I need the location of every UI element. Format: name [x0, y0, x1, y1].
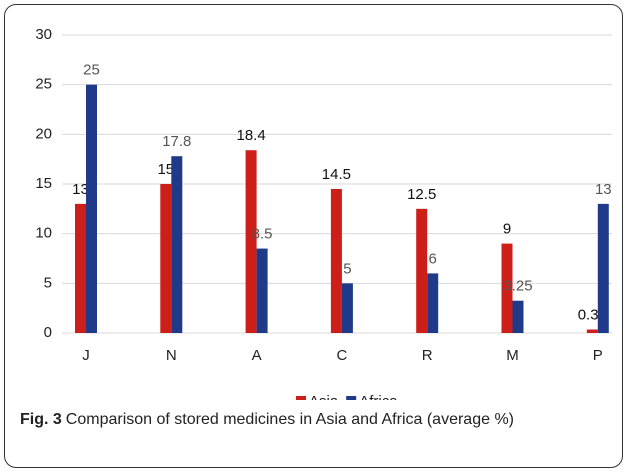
bar	[160, 184, 172, 333]
bar	[245, 150, 257, 333]
x-tick-label: N	[166, 347, 177, 364]
x-tick-label: P	[593, 347, 603, 364]
legend-swatch	[296, 396, 306, 400]
data-label: 13	[595, 181, 612, 198]
caption-text: Comparison of stored medicines in Asia a…	[65, 411, 514, 428]
data-label: 8.5	[252, 226, 273, 243]
figure-frame	[4, 4, 623, 468]
data-label: 9	[503, 221, 511, 238]
chart: 0 5 10 15 20 25 30 J 13 25 N 15 17.8 A 18.4 8.5 C 14.5 5 R 1…	[35, 26, 612, 400]
caption-label: Fig. 3	[20, 411, 62, 428]
y-tick-label: 25	[35, 76, 52, 93]
x-tick-label: A	[252, 347, 262, 364]
legend-label: Africa	[359, 393, 398, 400]
data-label: 13	[72, 181, 89, 198]
bar	[586, 329, 598, 333]
data-label: 15	[157, 161, 174, 178]
bar	[256, 248, 268, 333]
y-tick-label: 0	[44, 324, 52, 341]
bar	[86, 84, 97, 334]
y-tick-label: 15	[35, 175, 52, 192]
bar	[341, 283, 353, 333]
bar	[330, 188, 342, 333]
y-tick-label: 30	[35, 26, 52, 43]
x-tick-label: M	[506, 347, 519, 364]
bar	[501, 243, 513, 333]
bar	[427, 273, 439, 333]
x-tick-label: J	[82, 347, 90, 364]
caption: Fig. 3 Comparison of stored medicines in …	[20, 408, 580, 432]
data-label: 17.8	[162, 133, 191, 150]
data-label: 14.5	[322, 166, 351, 183]
data-label: 5	[343, 260, 351, 277]
x-tick-label: R	[422, 347, 433, 364]
y-tick-label: 20	[35, 125, 52, 142]
bar	[416, 208, 428, 333]
bar	[512, 300, 524, 333]
bar	[75, 203, 86, 333]
legend-label: Asia	[309, 393, 339, 400]
legend-swatch	[346, 396, 357, 400]
data-label: 12.5	[407, 186, 436, 203]
data-label: 3.25	[503, 278, 532, 295]
data-label: 18.4	[236, 127, 265, 144]
data-label: 25	[83, 62, 100, 79]
data-label: 6	[429, 250, 437, 267]
y-tick-label: 10	[35, 225, 52, 242]
bar	[171, 156, 183, 333]
y-tick-label: 5	[44, 274, 52, 291]
bar	[597, 203, 609, 333]
x-tick-label: C	[336, 347, 347, 364]
